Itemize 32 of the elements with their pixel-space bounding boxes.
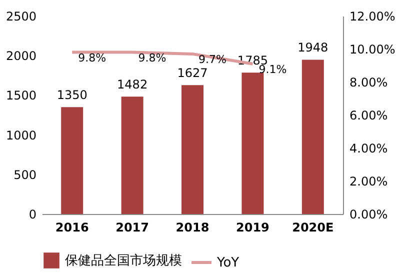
y2-tick-label: 12.00% xyxy=(350,10,396,24)
data-label: 9.7% xyxy=(198,52,226,66)
data-label: 1948 xyxy=(298,40,328,55)
legend-label: 保健品全国市场规模 xyxy=(65,254,182,268)
y-tick-label: 500 xyxy=(14,168,36,182)
bar xyxy=(61,107,84,214)
bar xyxy=(182,85,204,214)
x-tick-label: 2016 xyxy=(55,220,89,234)
y2-tick-label: 4.00% xyxy=(350,142,388,156)
y2-tick-label: 10.00% xyxy=(350,42,396,56)
data-label: 9.8% xyxy=(138,51,166,64)
y-tick-label: 1500 xyxy=(6,88,36,103)
data-label: 1350 xyxy=(56,88,88,102)
data-label: 1482 xyxy=(117,78,148,92)
bar xyxy=(242,72,264,214)
y-tick-label: 0 xyxy=(28,208,36,222)
legend-label: YoY xyxy=(216,256,240,270)
y2-tick-label: 2.00% xyxy=(350,174,388,188)
data-label: 9.8% xyxy=(78,51,106,64)
y2-tick-label: 6.00% xyxy=(350,108,388,122)
x-tick-label: 2018 xyxy=(176,220,210,234)
y-tick-label: 2000 xyxy=(6,49,36,64)
x-tick-label: 2020E xyxy=(292,220,334,234)
y-tick-label: 1000 xyxy=(6,128,36,142)
data-label: 1627 xyxy=(177,66,208,80)
y2-tick-label: 0.00% xyxy=(350,208,388,222)
bar xyxy=(302,60,324,214)
bar xyxy=(121,96,144,214)
y2-tick-label: 8.00% xyxy=(350,76,388,90)
y-tick-label: 2500 xyxy=(6,10,36,24)
x-tick-label: 2019 xyxy=(236,220,270,234)
x-tick-label: 2017 xyxy=(116,220,150,234)
